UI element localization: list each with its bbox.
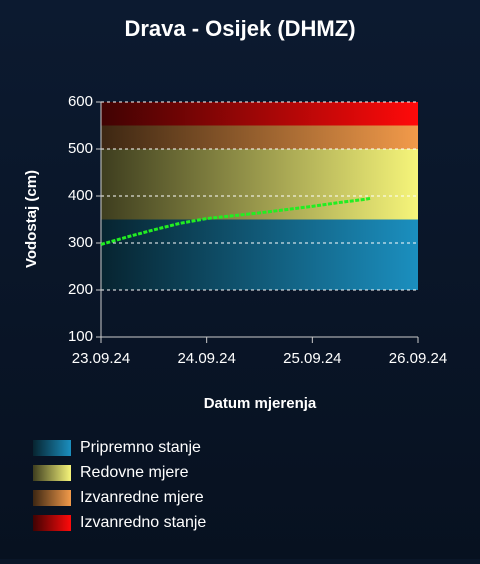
legend-label: Izvanredne mjere bbox=[80, 489, 204, 506]
x-tick-label: 26.09.24 bbox=[389, 350, 447, 367]
legend-swatch-shade bbox=[33, 440, 71, 456]
y-tick-label: 600 bbox=[68, 93, 93, 110]
data-line bbox=[100, 196, 371, 246]
x-tick-label: 25.09.24 bbox=[283, 350, 341, 367]
y-tick-label: 400 bbox=[68, 187, 93, 204]
y-tick-label: 200 bbox=[68, 281, 93, 298]
band-shade bbox=[101, 149, 418, 220]
x-tick-label: 23.09.24 bbox=[72, 350, 130, 367]
y-tick-label: 100 bbox=[68, 328, 93, 345]
band-shade bbox=[101, 102, 418, 126]
legend-label: Izvanredno stanje bbox=[80, 514, 206, 531]
legend-label: Pripremno stanje bbox=[80, 439, 201, 456]
legend-swatch-shade bbox=[33, 465, 71, 481]
x-axis-label: Datum mjerenja bbox=[204, 395, 317, 412]
legend-swatch-shade bbox=[33, 490, 71, 506]
y-tick-label: 300 bbox=[68, 234, 93, 251]
band-shade bbox=[101, 125, 418, 149]
band-shade bbox=[101, 219, 418, 290]
legend-swatch-shade bbox=[33, 515, 71, 531]
y-tick-label: 500 bbox=[68, 140, 93, 157]
y-axis-label: Vodostaj (cm) bbox=[23, 170, 40, 268]
legend-label: Redovne mjere bbox=[80, 464, 189, 481]
chart-title: Drava - Osijek (DHMZ) bbox=[124, 16, 355, 41]
x-tick-label: 24.09.24 bbox=[177, 350, 235, 367]
